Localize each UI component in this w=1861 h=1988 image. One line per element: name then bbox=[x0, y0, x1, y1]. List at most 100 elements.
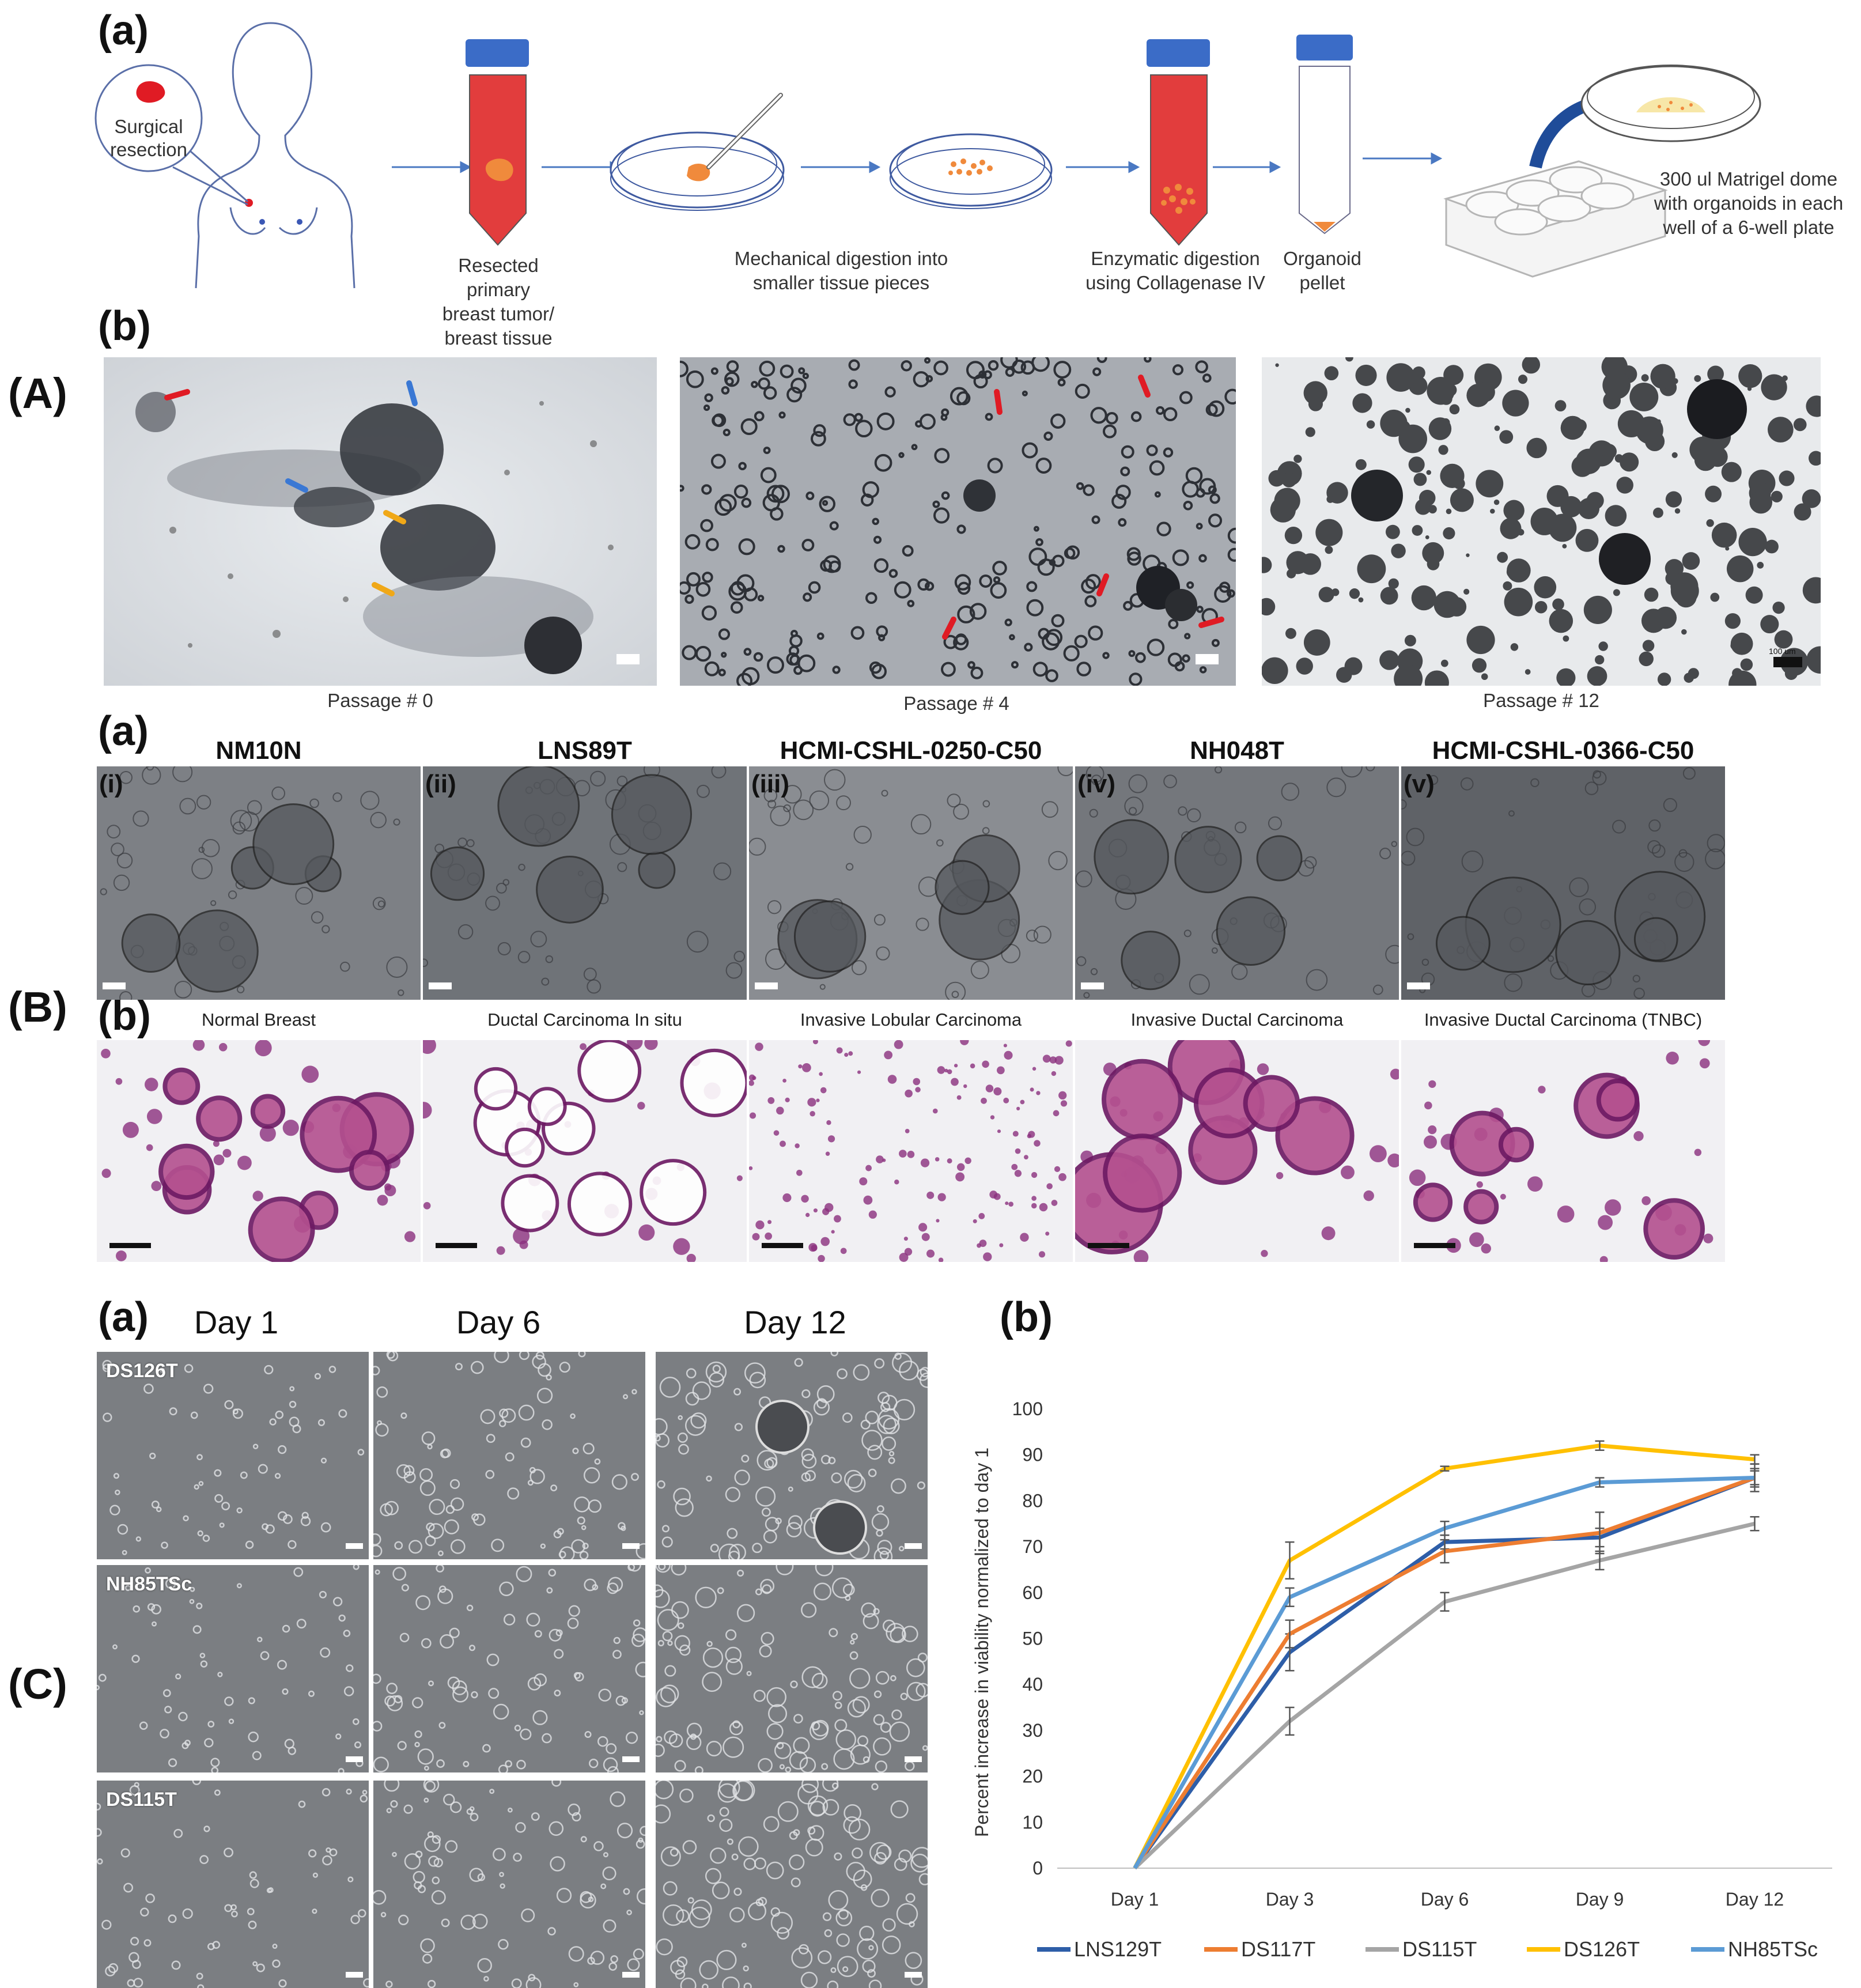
panel-b-letter: (b) bbox=[98, 303, 151, 349]
well-plate-icon bbox=[1443, 160, 1668, 278]
error-bar bbox=[1285, 1541, 1295, 1580]
organoid-brightfield-0 bbox=[97, 766, 421, 1000]
tube-icon-1 bbox=[466, 39, 529, 246]
pellet-caption: Organoid pellet bbox=[1283, 248, 1361, 293]
passage-0-image bbox=[104, 357, 657, 686]
surgical-resection-label: Surgical resection bbox=[110, 116, 187, 160]
dome-caption: 300 ul Matrigel dome with organoids in e… bbox=[1654, 168, 1844, 238]
growth-image-r0-c2 bbox=[656, 1352, 928, 1559]
petri-dish-icon-2 bbox=[889, 133, 1053, 209]
growth-image-r0-c0 bbox=[97, 1352, 369, 1559]
growth-image-r2-c2 bbox=[656, 1781, 928, 1988]
protocol-schematic bbox=[94, 22, 1761, 289]
process-arrows bbox=[392, 152, 1443, 173]
matrigel-dish-icon bbox=[1580, 65, 1761, 142]
error-bar bbox=[1440, 1465, 1450, 1472]
legend-label: DS117T bbox=[1241, 1937, 1315, 1961]
tissue-type-4: Invasive Ductal Carcinoma (TNBC) bbox=[1424, 1010, 1703, 1030]
roman-label-4: (v) bbox=[1404, 770, 1435, 798]
section-b-panel-b-letter: (b) bbox=[98, 993, 151, 1039]
he-stain-2 bbox=[749, 1040, 1073, 1262]
y-tick-label: 20 bbox=[1022, 1766, 1043, 1787]
y-tick-label: 80 bbox=[1022, 1490, 1043, 1511]
day-label-12: Day 12 bbox=[744, 1304, 846, 1340]
error-bar bbox=[1285, 1587, 1295, 1607]
organoid-name-2: HCMI-CSHL-0250-C50 bbox=[780, 736, 1042, 765]
legend-label: LNS129T bbox=[1074, 1937, 1162, 1961]
organoid-brightfield-3 bbox=[1075, 766, 1399, 1000]
tissue-type-0: Normal Breast bbox=[201, 1010, 316, 1030]
passage-caption-0: Passage # 0 bbox=[327, 690, 433, 711]
organoid-name-3: NH048T bbox=[1190, 736, 1284, 765]
y-tick-label: 70 bbox=[1022, 1536, 1043, 1557]
error-bar bbox=[1440, 1539, 1450, 1564]
section-b-letter: (B) bbox=[8, 983, 67, 1031]
y-tick-label: 90 bbox=[1022, 1445, 1043, 1465]
error-bar bbox=[1595, 1440, 1605, 1451]
error-bar bbox=[1285, 1619, 1295, 1649]
organoid-name-1: LNS89T bbox=[538, 736, 632, 765]
legend-item-LNS129T: LNS129T bbox=[1037, 1937, 1162, 1961]
legend-label: DS126T bbox=[1564, 1937, 1640, 1961]
x-tick-label: Day 1 bbox=[1111, 1889, 1159, 1910]
y-tick-label: 40 bbox=[1022, 1674, 1043, 1695]
legend-item-DS117T: DS117T bbox=[1204, 1937, 1315, 1961]
section-b-panel-a-letter: (a) bbox=[98, 708, 149, 754]
growth-image-r0-c1 bbox=[373, 1352, 645, 1559]
he-stain-1 bbox=[423, 1040, 747, 1262]
organoid-name-4: HCMI-CSHL-0366-C50 bbox=[1432, 736, 1694, 765]
day-label-1: Day 1 bbox=[194, 1304, 279, 1340]
error-bar bbox=[1595, 1477, 1605, 1488]
roman-label-1: (ii) bbox=[425, 770, 456, 798]
section-c-panel-a-letter: (a) bbox=[98, 1294, 149, 1340]
body-outline-icon bbox=[195, 22, 355, 289]
organoid-brightfield-1 bbox=[423, 766, 747, 1000]
growth-image-r1-c0 bbox=[97, 1565, 369, 1772]
legend-item-NH85TSc: NH85TSc bbox=[1691, 1937, 1818, 1961]
legend-item-DS115T: DS115T bbox=[1366, 1937, 1477, 1961]
y-tick-label: 0 bbox=[1032, 1858, 1043, 1879]
section-c-panel-b-letter: (b) bbox=[1000, 1294, 1053, 1340]
mechanical-caption: Mechanical digestion into smaller tissue… bbox=[734, 248, 948, 293]
chart-y-axis-label: Percent increase in viability normalized… bbox=[971, 1447, 992, 1837]
series-line-DS115T bbox=[1133, 1521, 1756, 1870]
tube1-caption: Resected primary breast tumor/ breast ti… bbox=[442, 255, 555, 349]
row-label-0: DS126T bbox=[106, 1360, 178, 1382]
he-stain-3 bbox=[1075, 1040, 1399, 1262]
growth-image-r1-c1 bbox=[373, 1565, 645, 1772]
scale-text-passage12: 100 um bbox=[1769, 647, 1796, 656]
y-tick-label: 50 bbox=[1022, 1628, 1043, 1649]
error-bar bbox=[1440, 1592, 1450, 1612]
petri-dish-icon-1 bbox=[610, 93, 785, 211]
section-a-letter: (A) bbox=[8, 369, 67, 417]
growth-image-r1-c2 bbox=[656, 1565, 928, 1772]
roman-label-3: (iv) bbox=[1077, 770, 1115, 798]
y-tick-label: 10 bbox=[1022, 1812, 1043, 1832]
tissue-type-2: Invasive Lobular Carcinoma bbox=[800, 1010, 1022, 1030]
roman-label-0: (i) bbox=[99, 770, 123, 798]
passage-12-image bbox=[1262, 357, 1821, 686]
tube-icon-2 bbox=[1147, 39, 1210, 246]
pellet-tube-icon bbox=[1296, 35, 1353, 235]
he-stain-0 bbox=[97, 1040, 421, 1262]
tumor-icon bbox=[136, 81, 165, 103]
legend-item-DS126T: DS126T bbox=[1527, 1937, 1640, 1961]
roman-label-2: (iii) bbox=[751, 770, 789, 798]
organoid-brightfield-2 bbox=[749, 766, 1073, 1000]
panel-a-letter: (a) bbox=[98, 7, 149, 54]
passage-caption-4: Passage # 4 bbox=[903, 693, 1009, 714]
legend-label: DS115T bbox=[1402, 1937, 1477, 1961]
error-bar bbox=[1440, 1521, 1450, 1536]
organoid-brightfield-4 bbox=[1401, 766, 1725, 1000]
growth-image-r2-c1 bbox=[373, 1781, 645, 1988]
error-bar bbox=[1750, 1463, 1760, 1492]
passage-caption-12: Passage # 12 bbox=[1483, 690, 1599, 711]
row-label-2: DS115T bbox=[106, 1789, 177, 1811]
error-bar bbox=[1285, 1706, 1295, 1736]
x-tick-label: Day 9 bbox=[1576, 1889, 1624, 1910]
zoom-circle bbox=[94, 64, 203, 172]
he-stain-4 bbox=[1401, 1040, 1725, 1262]
enzymatic-caption: Enzymatic digestion using Collagenase IV bbox=[1085, 248, 1265, 293]
organoid-name-0: NM10N bbox=[215, 736, 302, 765]
day-label-6: Day 6 bbox=[456, 1304, 541, 1340]
